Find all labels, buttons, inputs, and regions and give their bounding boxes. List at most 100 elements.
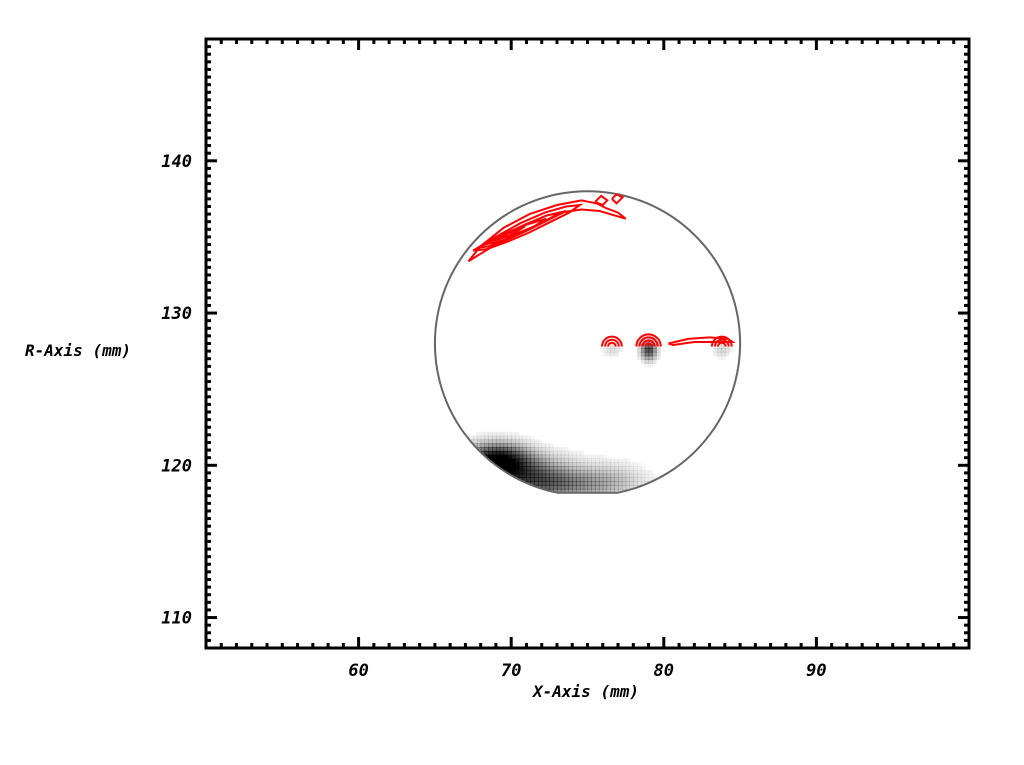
heat-cell bbox=[480, 447, 486, 452]
heat-cell bbox=[595, 473, 600, 479]
heat-cell bbox=[488, 443, 493, 448]
heat-cell bbox=[602, 351, 608, 357]
contour-line bbox=[668, 336, 736, 347]
heat-cell bbox=[553, 481, 558, 486]
heat-cell bbox=[556, 450, 562, 456]
heat-cell bbox=[495, 462, 501, 467]
heat-cell bbox=[572, 462, 577, 467]
heat-cell bbox=[591, 469, 596, 475]
heat-cell bbox=[507, 450, 512, 456]
heat-cell bbox=[480, 443, 486, 448]
heat-cell bbox=[598, 485, 604, 490]
heat-cell bbox=[595, 458, 600, 463]
heat-cell bbox=[629, 481, 634, 486]
heat-cell bbox=[495, 431, 501, 437]
heat-cell bbox=[637, 477, 642, 482]
heat-cell bbox=[644, 469, 650, 475]
heat-cell bbox=[717, 351, 722, 357]
heat-cell bbox=[492, 450, 497, 456]
heat-cell bbox=[488, 439, 493, 444]
heat-cell bbox=[587, 473, 592, 479]
heat-cell bbox=[583, 473, 589, 479]
heat-cell bbox=[560, 454, 566, 460]
plot-background bbox=[206, 39, 969, 648]
heat-cell bbox=[614, 473, 619, 479]
heat-cell bbox=[549, 477, 554, 482]
heat-cell bbox=[576, 481, 581, 486]
heat-cell bbox=[541, 477, 547, 482]
heat-cell bbox=[495, 439, 501, 444]
heat-cell bbox=[618, 348, 623, 353]
heat-cell bbox=[499, 447, 505, 452]
heat-cell bbox=[507, 431, 512, 437]
heat-cell bbox=[644, 359, 650, 364]
heat-cell bbox=[625, 462, 631, 467]
heat-cell bbox=[598, 477, 604, 482]
heat-cell bbox=[602, 466, 608, 471]
heat-cell bbox=[656, 355, 661, 361]
heat-cell bbox=[564, 462, 570, 467]
heat-cell bbox=[576, 466, 581, 471]
heat-cell bbox=[579, 450, 585, 456]
heat-cell bbox=[495, 458, 501, 463]
contour-arc bbox=[600, 335, 623, 347]
heat-cell bbox=[549, 454, 554, 460]
heat-cell bbox=[591, 458, 596, 463]
heat-cell bbox=[606, 473, 611, 479]
heat-cell bbox=[579, 454, 585, 460]
x-tick-label: 80 bbox=[654, 661, 674, 681]
heat-cell bbox=[522, 439, 528, 444]
x-axis-label: X-Axis (mm) bbox=[531, 682, 639, 701]
heat-cell bbox=[602, 488, 608, 493]
heat-cell bbox=[648, 348, 653, 353]
heat-cell bbox=[511, 431, 516, 437]
heat-cell bbox=[511, 469, 516, 475]
contour-line bbox=[611, 193, 625, 205]
heat-cell bbox=[568, 488, 573, 493]
heat-cell bbox=[556, 485, 562, 490]
heat-cell bbox=[618, 481, 623, 486]
heat-cell bbox=[518, 458, 524, 463]
heat-cell bbox=[644, 348, 650, 353]
heat-cell bbox=[652, 351, 657, 357]
heat-cell bbox=[522, 443, 528, 448]
heat-cell bbox=[583, 481, 589, 486]
heat-cell bbox=[598, 481, 604, 486]
heat-cell bbox=[568, 481, 573, 486]
heat-cell bbox=[644, 336, 650, 342]
heat-cell bbox=[564, 477, 570, 482]
heat-cell bbox=[572, 466, 577, 471]
heat-cell bbox=[537, 466, 543, 471]
heat-cell bbox=[545, 450, 550, 456]
heat-cell bbox=[576, 477, 581, 482]
heat-cell bbox=[572, 488, 577, 493]
heat-cell bbox=[499, 450, 505, 456]
heat-cell bbox=[610, 458, 615, 463]
heat-cell bbox=[492, 431, 497, 437]
heat-cell bbox=[556, 462, 562, 467]
heat-cell bbox=[629, 462, 634, 467]
heat-cell bbox=[560, 462, 566, 467]
heat-cell bbox=[515, 435, 520, 441]
heat-cell bbox=[476, 435, 482, 441]
heat-cell bbox=[648, 473, 653, 479]
heat-cell bbox=[621, 485, 627, 490]
heat-cell bbox=[721, 355, 726, 361]
x-tick-label: 60 bbox=[348, 661, 368, 681]
heat-cell bbox=[637, 355, 642, 361]
heat-cell bbox=[640, 473, 646, 479]
heat-cell bbox=[507, 454, 512, 460]
heat-cell bbox=[534, 458, 539, 463]
heat-cell bbox=[724, 351, 730, 357]
heat-cell bbox=[522, 466, 528, 471]
heat-cell bbox=[534, 466, 539, 471]
heat-cell bbox=[526, 462, 531, 467]
heat-cell bbox=[591, 473, 596, 479]
heat-cell bbox=[503, 435, 508, 441]
heat-cell bbox=[549, 485, 554, 490]
heat-cell bbox=[652, 340, 657, 345]
heat-cell bbox=[595, 481, 600, 486]
heat-cell bbox=[534, 454, 539, 460]
heat-cell bbox=[495, 443, 501, 448]
